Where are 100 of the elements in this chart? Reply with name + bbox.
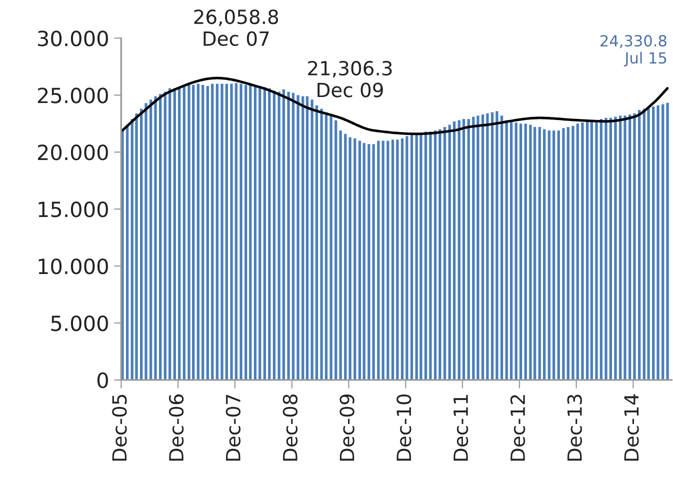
x-tick-label: Dec-09 — [340, 394, 354, 461]
bar — [278, 92, 280, 380]
bar — [292, 92, 295, 380]
x-tick-label: Dec-12 — [510, 395, 526, 461]
bar — [320, 108, 323, 380]
y-tick-label: 0 — [97, 372, 108, 388]
bar — [272, 90, 276, 380]
bar — [566, 127, 570, 380]
bar — [448, 124, 451, 380]
bar — [386, 140, 390, 380]
bar — [339, 130, 342, 380]
bar — [206, 86, 209, 380]
bar — [600, 119, 602, 380]
bar — [652, 106, 655, 380]
x-tick-label: Dec-07 — [226, 394, 240, 461]
bar — [254, 86, 257, 380]
bar — [196, 84, 200, 380]
bar — [662, 104, 664, 380]
bar — [514, 122, 518, 380]
bar — [302, 96, 304, 380]
bar — [529, 124, 532, 380]
bar — [542, 129, 546, 380]
bar — [334, 120, 338, 380]
annotation: 21,306.3 Dec 09 — [308, 60, 392, 98]
y-tick-label: 30.000 — [38, 30, 108, 46]
bar — [481, 114, 484, 380]
bar — [244, 84, 248, 380]
bar — [282, 89, 286, 380]
bar — [666, 102, 669, 380]
bar — [496, 111, 498, 380]
bar — [467, 119, 470, 380]
bar — [240, 84, 242, 380]
bar — [220, 84, 224, 380]
bar — [287, 92, 290, 380]
bar — [140, 108, 143, 380]
bar — [188, 84, 190, 380]
bar — [315, 105, 318, 380]
y-tick-label: 10.000 — [38, 258, 108, 274]
bar — [258, 86, 262, 380]
bar — [296, 95, 300, 380]
bar — [377, 140, 380, 380]
y-tick-label: 5.000 — [51, 315, 108, 332]
bar — [458, 120, 460, 380]
bar — [306, 96, 309, 380]
bar — [164, 92, 166, 380]
bar — [310, 100, 314, 380]
x-tick-label: Dec-11 — [454, 394, 468, 461]
bar — [396, 140, 399, 380]
x-tick-label: Dec-08 — [282, 394, 298, 461]
annotation: 26,058.8 Dec 07 — [194, 9, 278, 46]
bar — [500, 116, 504, 380]
bar — [249, 84, 252, 380]
bar — [572, 126, 574, 380]
bar — [158, 94, 162, 380]
bar — [624, 116, 626, 380]
bar — [372, 144, 375, 380]
bar — [391, 140, 394, 380]
bar — [538, 127, 541, 380]
bar — [358, 140, 362, 380]
bar — [173, 88, 176, 380]
bar — [182, 86, 186, 380]
bar — [586, 121, 589, 380]
bar — [225, 84, 228, 380]
bar — [149, 100, 152, 380]
x-tick-label: Dec-10 — [396, 394, 412, 461]
bar — [434, 130, 437, 380]
annotation: 24,330.8 Jul 15 — [600, 35, 666, 67]
bar — [406, 136, 408, 380]
bar — [505, 120, 508, 380]
bar — [429, 132, 432, 380]
bar — [552, 130, 556, 380]
bar — [452, 121, 456, 380]
bar — [368, 144, 370, 380]
bar — [144, 103, 148, 380]
bar — [216, 84, 218, 380]
y-tick-label: 25.000 — [38, 88, 108, 104]
bar — [581, 122, 584, 380]
bar — [548, 130, 550, 380]
bar — [344, 134, 347, 380]
bar — [628, 114, 632, 380]
bar — [126, 124, 129, 380]
bar — [410, 134, 414, 380]
bar — [524, 124, 527, 380]
bar — [590, 120, 593, 380]
bar — [263, 87, 266, 380]
bar — [562, 128, 565, 380]
x-tick-label: Dec-05 — [112, 394, 127, 461]
bar — [647, 108, 650, 380]
bar — [609, 118, 612, 380]
bar — [382, 140, 384, 380]
bar — [234, 83, 238, 380]
x-tick-label: Dec-14 — [624, 394, 639, 461]
bar — [135, 113, 138, 380]
bar — [614, 116, 617, 380]
bar — [633, 113, 636, 380]
bar — [348, 137, 352, 380]
bar — [557, 130, 560, 380]
y-tick-label: 20.000 — [38, 144, 108, 160]
bar — [576, 124, 579, 380]
bar — [330, 116, 332, 380]
